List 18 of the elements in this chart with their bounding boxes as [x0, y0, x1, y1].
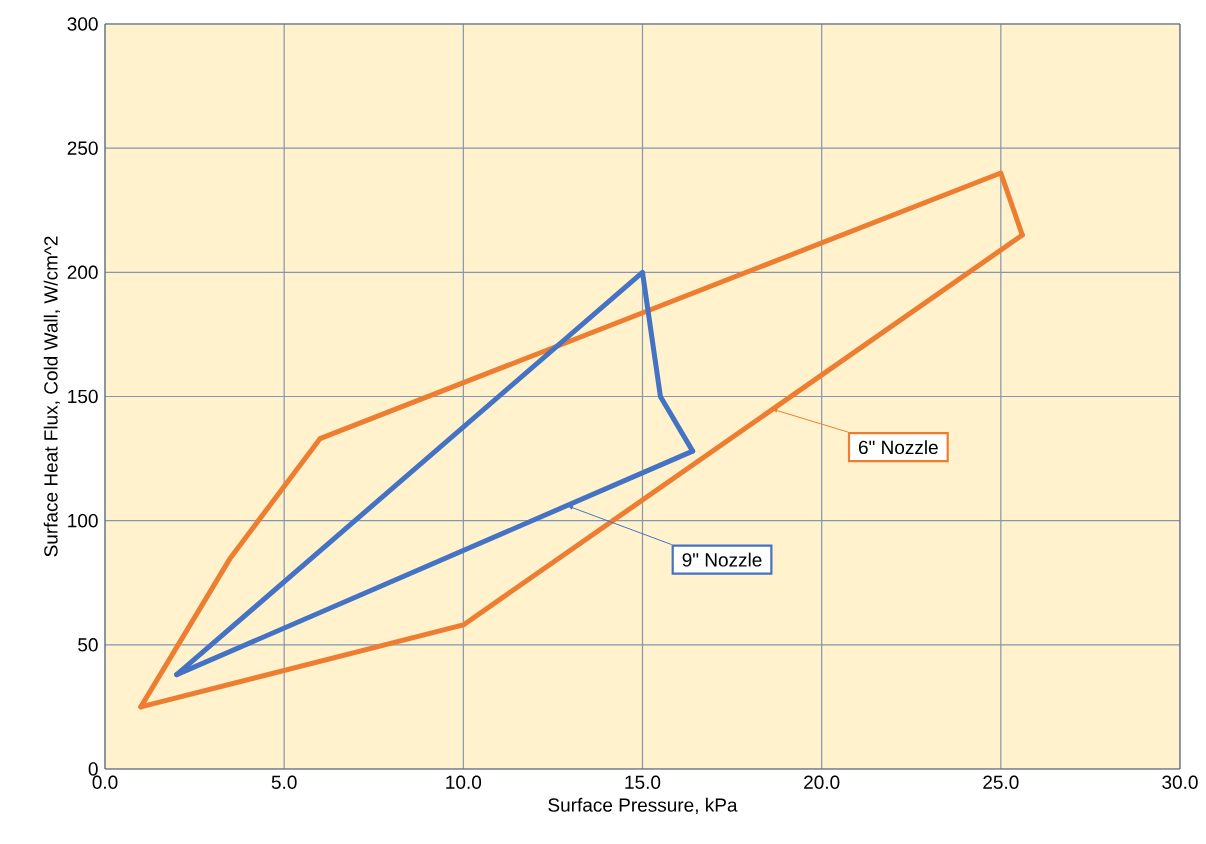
x-tick-label: 10.0 — [446, 775, 482, 789]
y-tick-label: 300 — [67, 17, 98, 31]
x-tick-label: 20.0 — [804, 775, 840, 789]
x-tick-label: 5.0 — [271, 775, 297, 789]
y-tick-label: 200 — [67, 265, 98, 280]
x-axis-title: Surface Pressure, kPa — [548, 797, 738, 815]
y-axis-title: Surface Heat Flux, Cold Wall, W/cm^2 — [43, 236, 60, 557]
annotation: 9" Nozzle — [682, 552, 762, 567]
annotation: 6" Nozzle — [858, 440, 938, 455]
x-tick-label: 25.0 — [983, 775, 1019, 789]
y-tick-label: 0 — [88, 762, 98, 776]
x-tick-label: 30.0 — [1162, 775, 1198, 789]
x-tick-label: 0.0 — [92, 775, 118, 789]
y-tick-label: 250 — [67, 141, 98, 155]
y-tick-label: 50 — [78, 638, 98, 652]
y-tick-label: 100 — [68, 513, 98, 528]
y-tick-label: 150 — [68, 389, 98, 404]
x-tick-label: 15.0 — [625, 775, 661, 789]
